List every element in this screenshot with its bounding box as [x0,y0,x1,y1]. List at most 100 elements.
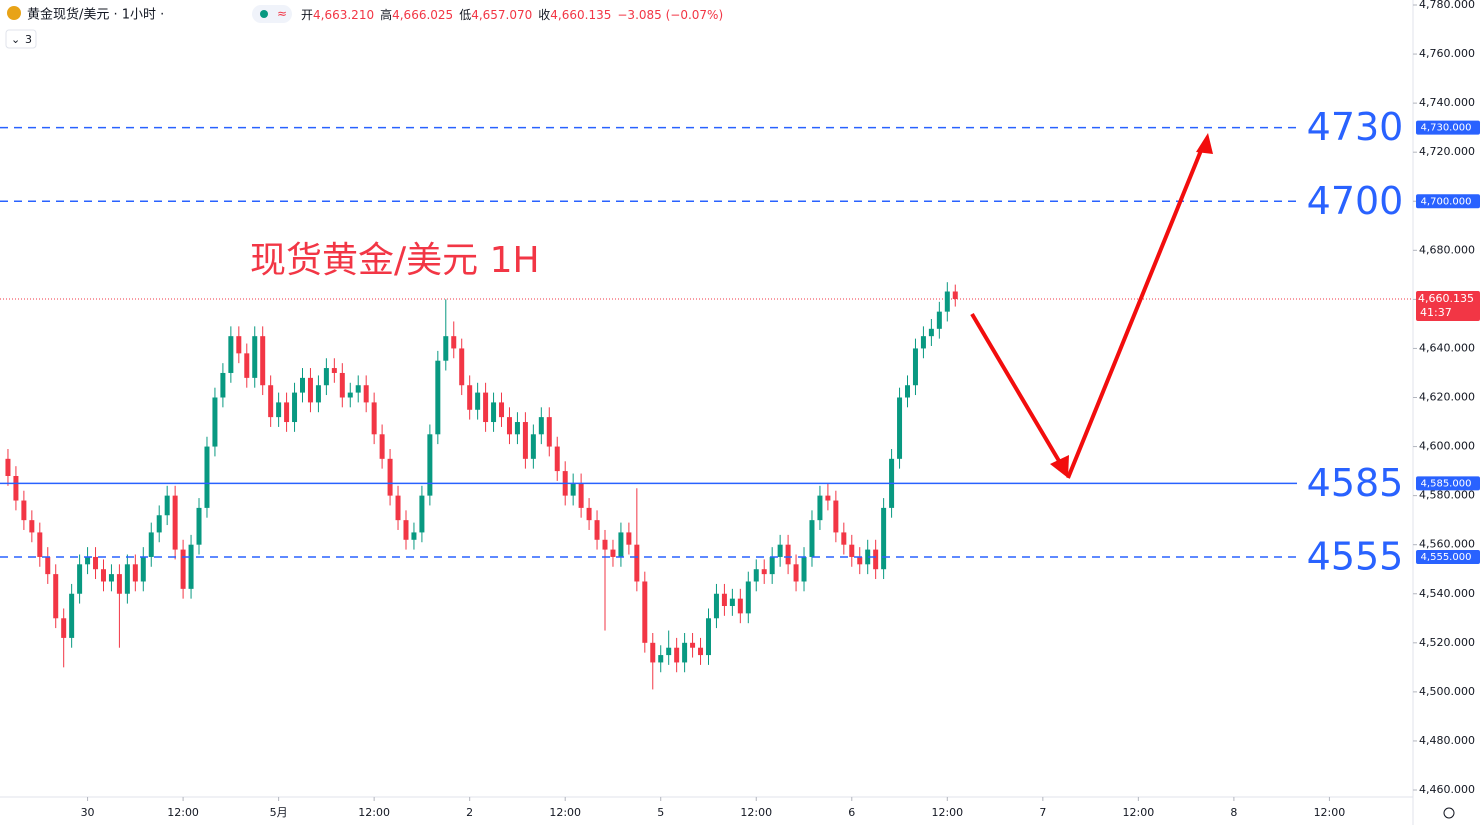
candle-body [737,598,743,614]
candle-body [29,520,35,533]
candle-body [530,434,536,459]
candle-body [690,642,696,648]
candle-body [443,336,449,361]
last-price-label: 4,660.135 [1418,292,1474,305]
candle-body [912,348,918,386]
settings-icon[interactable] [1443,807,1455,819]
y-tick-label: 4,580.000 [1419,489,1475,502]
candle-body [53,574,59,619]
candle-body [809,520,815,557]
symbol[interactable]: 黄金现货/美元 · 1小时 · [27,7,164,23]
level-label: 4555 [1307,534,1404,578]
candle-body [793,564,799,582]
y-tick-label: 4,540.000 [1419,587,1475,600]
candle-body [451,336,457,349]
candle-body [196,507,202,545]
candle-body [538,417,544,435]
candle-body [323,368,329,386]
x-tick-label: 2 [466,806,473,819]
level-axis-label: 4,730.000 [1421,123,1472,134]
candle-body [928,328,934,337]
y-tick-label: 4,480.000 [1419,734,1475,747]
candle-body [284,402,290,423]
candle-body [339,372,345,398]
y-tick-label: 4,780.000 [1419,0,1475,11]
candle-body [944,291,950,312]
candle-body [148,532,154,557]
candle-body [45,556,51,575]
candle-body [905,385,911,398]
candle-body [140,556,146,582]
candle-body [506,417,512,435]
candle-body [761,569,767,575]
y-tick-label: 4,620.000 [1419,391,1475,404]
candle-body [570,483,576,496]
candle-body [610,549,616,557]
y-tick-label: 4,600.000 [1419,440,1475,453]
arrow-head [1050,455,1069,478]
candle-body [483,392,489,423]
candle-body [69,593,75,638]
y-tick-label: 4,560.000 [1419,538,1475,551]
status-dot [260,10,268,18]
ohlc-value: 4,666.025 [392,8,453,22]
candle-body [881,507,887,570]
x-tick-label: 12:00 [740,806,772,819]
ohlc-value: 4,657.070 [471,8,532,22]
candle-body [268,385,274,418]
candle-body [132,564,138,582]
candle-body [307,377,313,403]
y-tick-label: 4,500.000 [1419,685,1475,698]
candle-body [212,397,218,447]
x-tick-label: 8 [1230,806,1237,819]
candle-body [952,291,958,300]
candle-body [713,593,719,619]
candle-body [300,377,306,393]
ohlc-value: 4,660.135 [550,8,611,22]
candle-body [411,532,417,540]
candle-body [124,564,130,594]
status-pill[interactable] [252,5,292,23]
candle-body [666,647,672,656]
badge-caret: ⌄ [11,33,20,46]
candle-body [499,402,505,418]
candle-body [419,495,425,533]
x-tick-label: 12:00 [931,806,963,819]
candle-body [467,385,473,410]
y-tick-label: 4,640.000 [1419,341,1475,354]
candle-body [459,348,465,386]
plot [0,126,1413,690]
candle-body [355,385,361,393]
candle-body [347,392,353,398]
candle-body [244,353,250,378]
candle-body [379,434,385,459]
x-tick-label: 12:00 [167,806,199,819]
candle-body [897,397,903,459]
badge[interactable] [5,29,37,49]
x-tick-label: 30 [81,806,95,819]
badge-count: 3 [25,33,32,46]
candle-body [172,495,178,550]
candle-body [729,598,735,607]
x-tick-label: 5 [657,806,664,819]
candle-body [188,544,194,589]
candle-body [435,360,441,435]
candle-body [220,372,226,398]
y-tick-label: 4,740.000 [1419,96,1475,109]
candle-body [618,532,624,557]
candle-body [522,422,528,459]
y-tick-label: 4,460.000 [1419,783,1475,796]
candle-body [602,539,608,550]
y-tick-label: 4,680.000 [1419,243,1475,256]
candle-body [873,549,879,570]
candle-body [331,368,337,373]
candle-body [650,642,656,663]
candle-body [403,520,409,540]
candle-body [204,446,210,508]
candle-body [514,422,520,435]
candle-body [801,556,807,582]
level-axis-label: 4,585.000 [1421,478,1472,489]
candle-body [315,385,321,403]
candle-body [427,434,433,496]
